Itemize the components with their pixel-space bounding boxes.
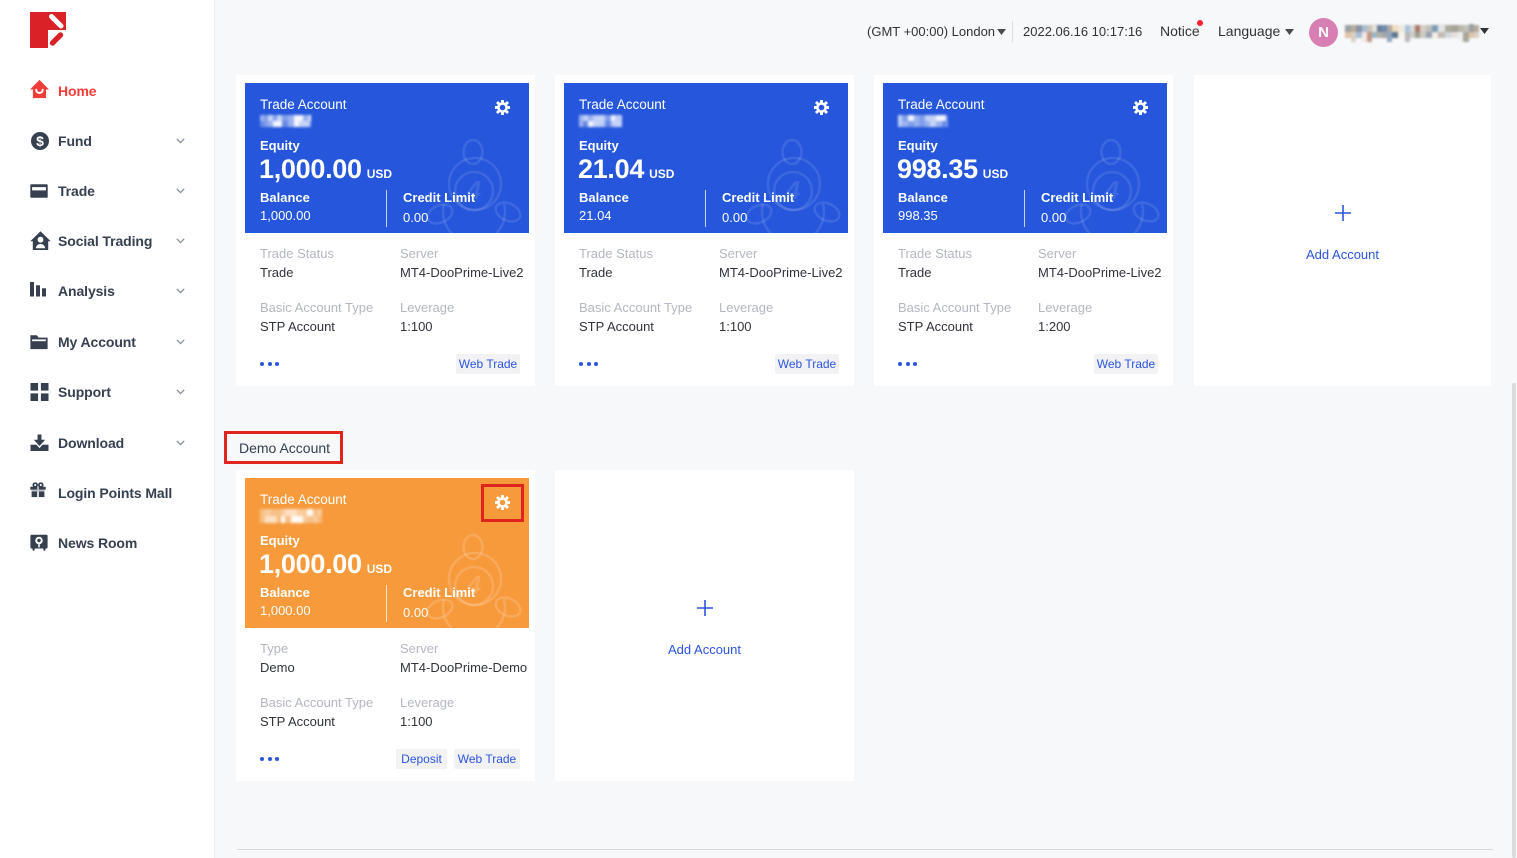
svg-text:4: 4 [1104, 175, 1120, 205]
svg-text:4: 4 [466, 175, 482, 205]
svg-text:$: $ [36, 133, 44, 149]
svg-text:4: 4 [785, 175, 801, 205]
svg-text:4: 4 [466, 570, 482, 600]
